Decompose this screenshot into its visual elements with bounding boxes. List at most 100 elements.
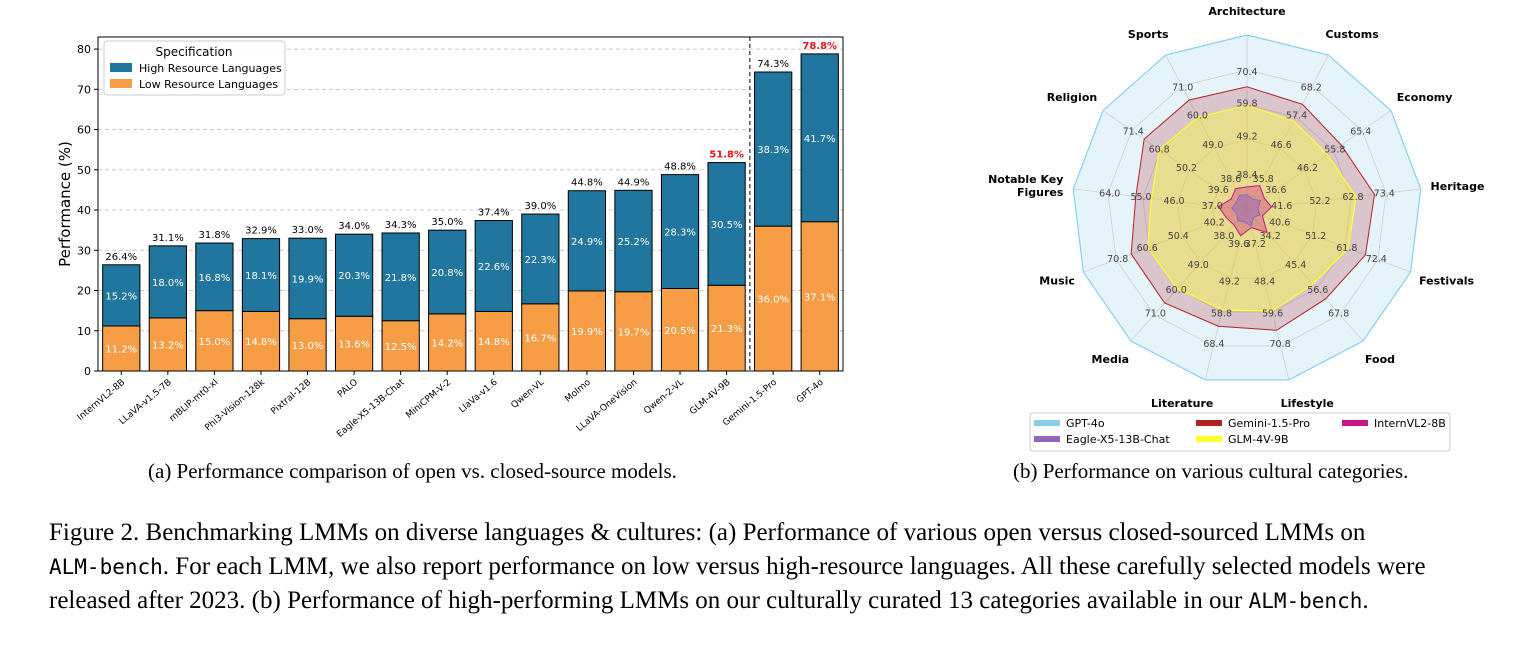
radar-value-label: 38.6 [1220,174,1241,185]
radar-axis-label: Lifestyle [1281,397,1334,410]
bar-low-resource [707,284,746,372]
radar-axis-label: Heritage [1431,180,1485,193]
bar-low-resource [567,290,607,372]
bar-high-resource [102,264,141,327]
radar-value-label: 60.6 [1137,243,1158,254]
bar-high-label: 24.9% [571,237,603,248]
bar-low-resource [381,320,420,372]
radar-value-label: 52.2 [1309,196,1330,207]
radar-value-label: 61.8 [1336,243,1357,254]
bar-high-label: 20.3% [338,271,370,282]
bar-low-label: 14.8% [245,337,277,348]
radar-axis-label: Religion [1047,91,1098,104]
bar-total-label: 31.1% [152,233,184,244]
radar-spoke [1204,209,1248,381]
legend-swatch-high [110,63,132,72]
radar-spoke [1083,209,1248,273]
caption-line-2: ALM-bench. For each LMM, we also report … [49,550,1519,584]
radar-value-label: 70.4 [1236,67,1257,78]
legend-swatch [1196,420,1222,426]
bar-total-label: 39.0% [524,201,556,212]
bar-low-label: 19.9% [571,327,603,338]
bar-high-label: 30.5% [711,220,743,231]
bar-low-label: 11.2% [105,344,137,355]
bar-low-resource [334,315,374,372]
radar-value-label: 65.4 [1350,126,1371,137]
bar-high-resource [567,190,607,292]
radar-value-label: 60.0 [1187,110,1208,121]
caption-line-3-end: . [1362,587,1369,614]
bar-total-label: 33.0% [292,225,324,236]
bar-total-label: 37.4% [478,207,510,218]
y-tick-label: 20 [77,285,91,298]
radar-value-label: 39.6 [1228,239,1249,250]
bar-high-label: 28.3% [664,228,696,239]
radar-value-label: 70.8 [1270,339,1291,350]
radar-spoke [1246,209,1411,273]
bar-high-resource [288,237,327,320]
radar-spoke [1102,110,1248,211]
x-tick-label: Pixtral-12B [269,378,313,417]
bar-low-label: 14.2% [431,338,463,349]
radar-value-label: 49.2 [1236,132,1257,143]
bar-high-resource [241,238,281,312]
bar-low-label: 15.0% [199,337,231,348]
bar-total-label: 48.8% [664,162,696,173]
radar-value-label: 50.2 [1176,163,1197,174]
bar-low-label: 13.6% [338,340,370,351]
bar-high-label: 38.3% [757,145,789,156]
radar-value-label: 60.8 [1149,144,1170,155]
radar-axis-label: Media [1092,353,1129,366]
radar-axis-label: Sports [1128,28,1169,41]
bar-low-resource [660,288,700,372]
caption-line-3-text: released after 2023. (b) Performance of … [49,587,1249,614]
caption-line-1: Figure 2. Benchmarking LMMs on diverse l… [49,519,1366,546]
y-tick-label: 70 [77,83,91,96]
bar-low-label: 36.0% [757,295,789,306]
bar-high-resource [707,162,746,286]
x-tick-label: LlaVa-v1.6 [458,377,500,415]
subcaption-b: (b) Performance on various cultural cate… [1013,459,1409,483]
bar-high-resource [148,245,187,319]
y-axis-label: Performance (%) [56,141,74,267]
legend-title: Specification [155,45,232,59]
radar-gridline [1177,139,1317,279]
radar-value-label: 64.0 [1099,188,1120,199]
bar-high-label: 15.2% [105,291,137,302]
x-tick-label: Qwen-VL [510,378,547,411]
series-area-eagle-x5-13b-chat [1231,194,1262,227]
radar-value-label: 70.8 [1107,254,1128,265]
y-tick-label: 80 [77,43,91,56]
radar-spoke [1246,110,1392,211]
bar-high-label: 25.2% [618,237,650,248]
subcaption-a: (a) Performance comparison of open vs. c… [148,459,677,483]
radar-value-label: 55.8 [1324,144,1345,155]
legend-label: GPT-4o [1066,417,1105,430]
y-tick-label: 40 [77,204,91,217]
bar-total-label: 44.9% [618,177,650,188]
stacked-bar-chart: 0 10 20 30 40 50 60 70 80 Performance (%) 11.2% 15.… [56,36,844,440]
bar-high-resource [474,219,513,312]
bar-total-label: 51.8% [709,150,744,161]
legend-swatch [1034,420,1060,426]
radar-gridline [1107,69,1387,347]
bar-total-label: 32.9% [245,226,277,237]
legend-label: Gemini-1.5-Pro [1228,417,1310,430]
bar-total-label: 44.8% [571,178,603,189]
legend: GPT-4o Gemini-1.5-Pro InternVL2-8B Eagle-X5… [1029,412,1451,452]
bar-low-label: 16.7% [524,333,556,344]
legend-box [103,40,286,96]
radar-value-label: 46.2 [1297,163,1318,174]
bar-low-resource [474,310,513,372]
legend-swatch [1034,436,1060,442]
y-tick-label: 50 [77,164,91,177]
legend-swatch [1342,420,1368,426]
radar-axis-label: Customs [1325,28,1379,41]
bar-high-resource [660,174,700,290]
radar-value-label: 49.0 [1202,140,1223,151]
x-tick-label: Qwen-2-VL [642,378,686,417]
bar-high-resource [381,232,420,322]
bar-low-label: 19.7% [618,327,650,338]
bar-low-resource [102,325,141,372]
radar-value-label: 35.8 [1253,174,1274,185]
